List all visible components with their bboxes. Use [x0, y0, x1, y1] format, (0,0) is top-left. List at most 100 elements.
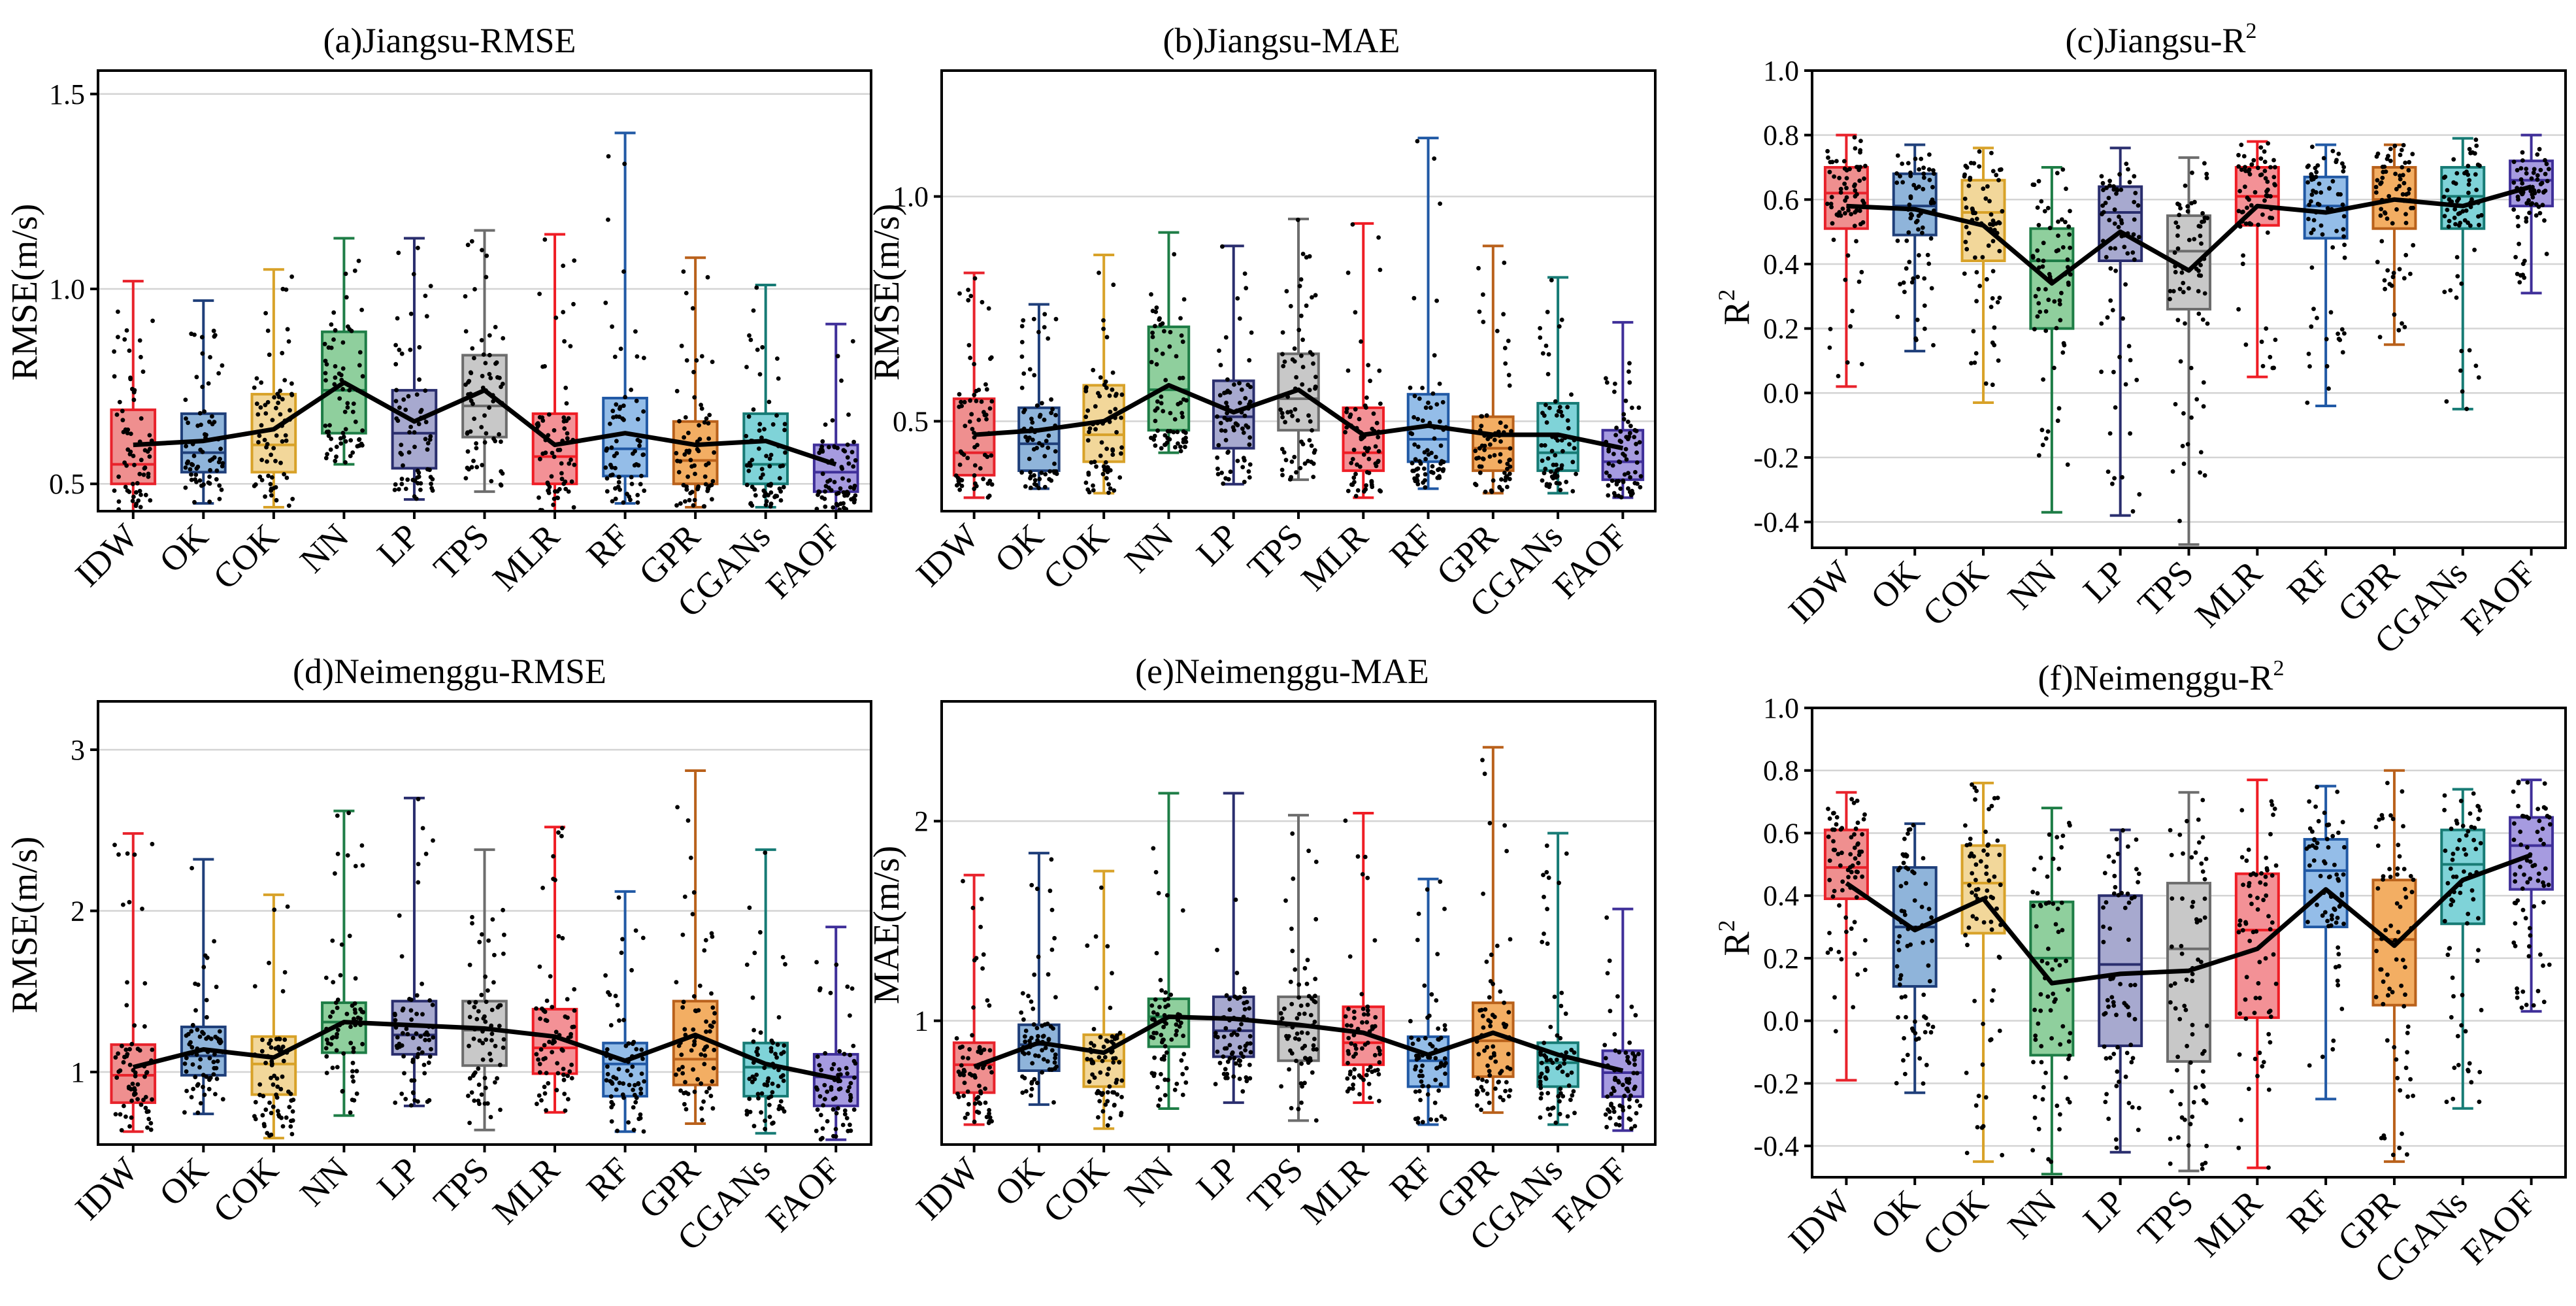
sample-point	[2170, 896, 2174, 901]
box-nn	[2030, 808, 2073, 1174]
sample-point	[823, 1097, 827, 1101]
sample-point	[1362, 489, 1366, 494]
sample-point	[1921, 171, 1926, 176]
sample-point	[1159, 401, 1164, 406]
sample-point	[1181, 440, 1186, 444]
sample-point	[1093, 404, 1098, 409]
sample-point	[1346, 1049, 1351, 1054]
sample-point	[139, 493, 143, 497]
sample-point	[641, 409, 646, 414]
sample-point	[1635, 1099, 1640, 1103]
sample-point	[125, 1052, 129, 1056]
sample-point	[1226, 1060, 1230, 1064]
sample-point	[1223, 1067, 1228, 1071]
sample-point	[1030, 1087, 1034, 1092]
sample-point	[1364, 483, 1368, 488]
sample-point	[124, 1048, 128, 1052]
sample-point	[1906, 1053, 1910, 1058]
sample-point	[1420, 1063, 1425, 1068]
sample-point	[1356, 488, 1361, 493]
sample-point	[1977, 284, 1982, 288]
sample-point	[562, 1092, 567, 1096]
sample-point	[1914, 338, 1919, 343]
sample-point	[2402, 181, 2407, 186]
sample-point	[2039, 992, 2043, 997]
sample-point	[1052, 936, 1057, 941]
sample-point	[682, 269, 686, 274]
sample-point	[1021, 371, 1026, 376]
sample-point	[2342, 243, 2347, 247]
x-tick-label: TPS	[426, 516, 497, 587]
box-iqr	[393, 390, 437, 468]
sample-point	[1502, 1001, 1506, 1005]
sample-point	[1542, 931, 1546, 936]
sample-point	[1308, 350, 1313, 355]
sample-point	[1506, 339, 1511, 343]
sample-point	[2309, 231, 2314, 235]
sample-point	[538, 965, 542, 969]
sample-point	[1243, 271, 1247, 276]
sample-point	[1555, 474, 1560, 478]
sample-point	[765, 499, 769, 504]
sample-point	[346, 324, 350, 329]
sample-point	[1413, 457, 1418, 461]
sample-point	[2105, 998, 2110, 1003]
sample-point	[1154, 348, 1159, 352]
sample-point	[1845, 195, 1849, 200]
sample-point	[846, 1129, 850, 1133]
sample-point	[1298, 466, 1302, 471]
sample-point	[1849, 926, 1854, 931]
sample-point	[2136, 1128, 2141, 1132]
sample-point	[1151, 1035, 1156, 1040]
sample-point	[1424, 405, 1428, 410]
sample-point	[1053, 1056, 1057, 1060]
sample-point	[1181, 1033, 1185, 1038]
sample-point	[982, 1048, 987, 1052]
sample-point	[1976, 887, 1981, 892]
sample-point	[122, 1104, 126, 1109]
sample-point	[360, 843, 365, 848]
sample-point	[1861, 220, 1866, 225]
sample-point	[358, 1007, 363, 1012]
sample-point	[846, 455, 850, 460]
sample-point	[1094, 464, 1098, 469]
sample-point	[1538, 1082, 1543, 1087]
sample-point	[212, 1072, 216, 1077]
sample-point	[1555, 1058, 1559, 1062]
sample-point	[487, 1052, 492, 1056]
sample-point	[1046, 446, 1050, 450]
sample-point	[1174, 1033, 1178, 1037]
sample-point	[2173, 250, 2177, 255]
sample-point	[692, 890, 697, 895]
sample-point	[539, 1047, 544, 1052]
sample-point	[836, 1106, 840, 1111]
sample-point	[345, 401, 350, 406]
sample-point	[266, 400, 271, 405]
sample-point	[348, 454, 353, 458]
sample-point	[542, 1084, 547, 1089]
sample-point	[1438, 382, 1442, 386]
sample-point	[1106, 1090, 1110, 1095]
sample-point	[1610, 478, 1615, 483]
sample-point	[1305, 982, 1310, 986]
sample-point	[343, 410, 348, 414]
sample-point	[2114, 1137, 2119, 1142]
x-tick-label: FAOF	[758, 1150, 848, 1239]
sample-point	[1634, 1013, 1638, 1018]
sample-point	[409, 997, 414, 1002]
sample-point	[1179, 449, 1183, 454]
sample-point	[406, 394, 411, 399]
sample-point	[2036, 891, 2040, 896]
sample-point	[1853, 182, 1857, 187]
box-mlr	[533, 235, 577, 512]
sample-point	[409, 312, 414, 316]
sample-point	[2039, 1044, 2043, 1048]
sample-point	[2262, 149, 2267, 154]
sample-point	[1356, 854, 1361, 859]
sample-point	[2477, 375, 2481, 380]
sample-point	[1504, 1080, 1509, 1084]
sample-point	[1312, 1043, 1316, 1048]
sample-point	[1413, 1090, 1418, 1094]
sample-point	[273, 459, 278, 463]
sample-point	[278, 1087, 283, 1092]
